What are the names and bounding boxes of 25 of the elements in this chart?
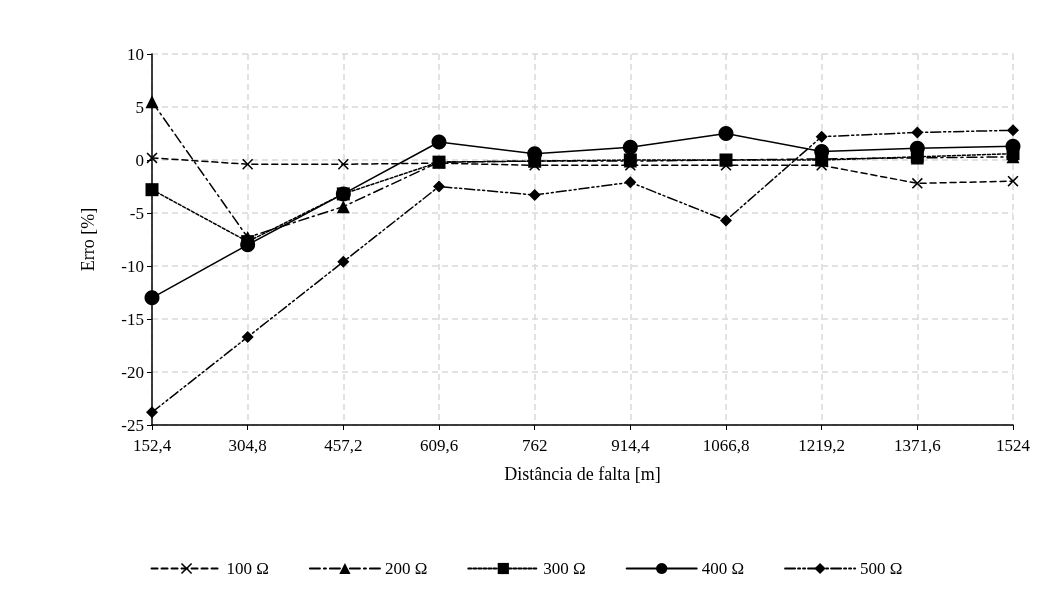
x-tick-label: 762: [521, 436, 548, 455]
y-tick-label: 5: [135, 97, 144, 117]
x-tick-label: 152,4: [132, 436, 172, 455]
y-tick-label: -5: [129, 203, 144, 223]
x-tick-label: 304,8: [228, 436, 267, 455]
legend-label: 500 Ω: [860, 559, 903, 578]
y-tick-label: -15: [121, 309, 144, 329]
x-tick-label: 1371,6: [893, 436, 941, 455]
legend-label: 300 Ω: [543, 559, 586, 578]
y-tick-label: 10: [127, 44, 144, 64]
x-tick-label: 457,2: [324, 436, 363, 455]
y-tick-label: -10: [121, 256, 144, 276]
x-tick-label: 1219,2: [798, 436, 846, 455]
x-tick-label: 1066,8: [702, 436, 750, 455]
y-tick-label: -20: [121, 362, 144, 382]
x-axis-title: Distância de falta [m]: [504, 464, 661, 484]
y-tick-label: -25: [121, 415, 144, 435]
y-tick-label: 0: [135, 150, 144, 170]
legend-label: 400 Ω: [701, 559, 745, 578]
x-tick-label: 609,6: [419, 436, 459, 455]
x-tick-label: 1524: [996, 436, 1031, 455]
y-axis-title: Erro [%]: [78, 207, 98, 272]
legend-label: 200 Ω: [384, 559, 428, 578]
legend-label: 100 Ω: [226, 559, 269, 578]
x-tick-label: 914,4: [611, 436, 650, 455]
